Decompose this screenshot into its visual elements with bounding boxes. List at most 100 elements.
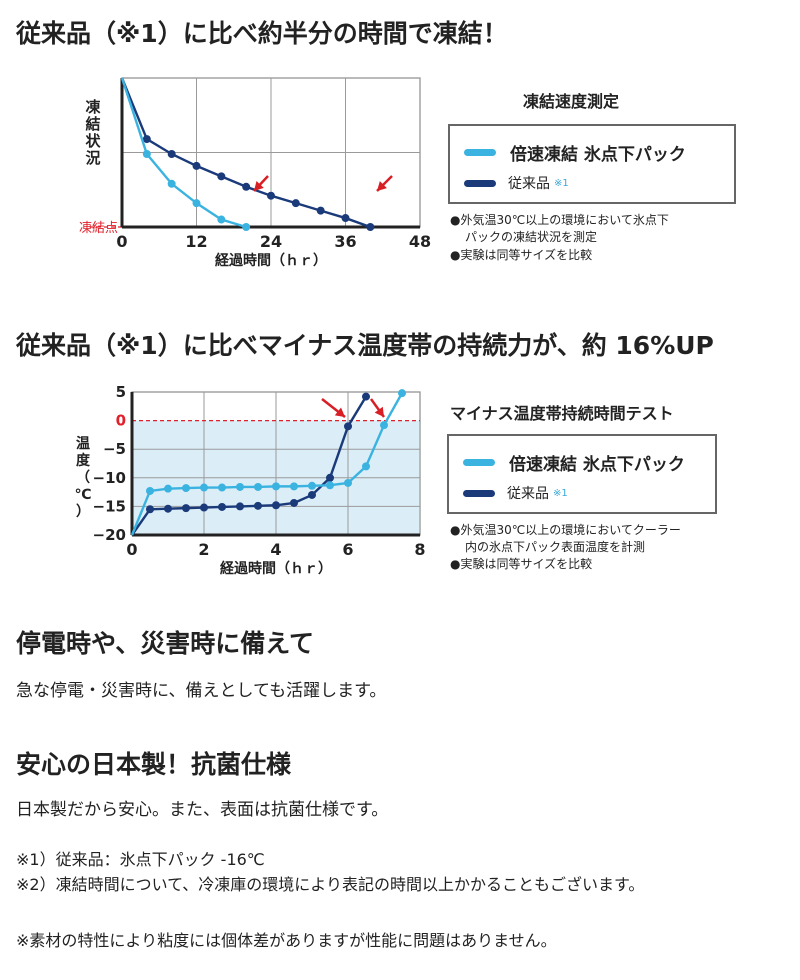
data-point-conventional: [142, 135, 151, 144]
legend2-swatch-fast: [463, 459, 495, 466]
x-tick-label: 12: [185, 232, 207, 251]
data-point-conventional: [200, 503, 208, 512]
y-axis-title-char: 温: [76, 436, 90, 452]
data-point-conventional: [316, 206, 325, 215]
legend2-label-fast: 倍速凍結 氷点下パック: [509, 455, 685, 475]
x-tick-label: 8: [414, 540, 425, 559]
heading-power-outage: 停電時や、災害時に備えて: [16, 629, 315, 658]
x-axis-title: 経過時間（ｈｒ）: [220, 560, 332, 577]
chart2-title: マイナス温度帯持続時間テスト: [450, 404, 674, 423]
series-line-fast: [130, 392, 404, 536]
data-point-conventional: [167, 149, 176, 158]
data-point-conventional: [267, 191, 275, 200]
data-point-fast: [290, 482, 298, 491]
data-point-fast: [142, 149, 151, 158]
chart1-bullet-3: ●実験は同等サイズを比較: [450, 248, 593, 262]
x-tick-label: 0: [126, 540, 137, 559]
footnote-3: ※素材の特性により粘度には個体差がありますが性能に問題はありません。: [16, 931, 557, 950]
data-point-conventional: [242, 182, 251, 191]
data-point-fast: [362, 462, 370, 471]
x-tick-label: 2: [198, 540, 209, 559]
x-tick-label: 24: [260, 232, 282, 251]
x-tick-label: 48: [409, 232, 431, 251]
x-axis-title: 経過時間（ｈｒ）: [215, 252, 327, 269]
data-point-fast: [380, 421, 388, 430]
data-point-fast: [242, 223, 251, 231]
series-line-fast: [120, 77, 247, 229]
heading-made-in-japan: 安心の日本製！抗菌仕様: [16, 750, 292, 779]
legend2-swatch-conventional: [463, 489, 495, 497]
legend2-note-conventional: ※1: [553, 487, 568, 499]
data-point-conventional: [272, 501, 280, 510]
data-point-conventional: [217, 172, 226, 181]
arrow-1-head: [377, 181, 387, 191]
data-point-conventional: [236, 502, 244, 511]
y-axis-title-char: 状: [85, 132, 101, 150]
data-point-fast: [182, 484, 190, 493]
data-point-conventional: [146, 505, 154, 514]
data-point-conventional: [291, 199, 300, 208]
data-point-fast: [344, 478, 352, 487]
data-point-fast: [200, 483, 208, 492]
legend-swatch-fast: [464, 149, 496, 156]
chart1-bullet-2: パックの凍結状況を測定: [465, 230, 598, 244]
y-tick-label: −10: [93, 469, 126, 487]
y-tick-label: 5: [116, 383, 126, 401]
chart2-bullet-2: 内の氷点下パック表面温度を計測: [465, 540, 646, 554]
data-point-conventional: [182, 504, 190, 513]
data-point-conventional: [326, 473, 334, 482]
legend-note-conventional: ※1: [554, 177, 569, 189]
data-point-fast: [167, 179, 176, 188]
y-axis-title-char: 況: [85, 149, 100, 167]
y-axis-title-char: ）: [76, 504, 90, 520]
y-tick-label: 0: [116, 412, 126, 430]
y-tick-label: −15: [93, 497, 126, 515]
arrow-1-head: [374, 406, 384, 417]
arrow-0-head: [254, 181, 264, 191]
chart1-legend: 倍速凍結 氷点下パック 従来品 ※1: [448, 124, 736, 204]
x-tick-label: 6: [342, 540, 353, 559]
y-axis-title-char: ℃: [75, 487, 92, 503]
data-point-conventional: [362, 392, 370, 401]
data-point-conventional: [164, 504, 172, 513]
data-point-conventional: [366, 223, 375, 231]
footnote-2: ※2）凍結時間について、冷凍庫の環境により表記の時間以上かかることもございます。: [16, 875, 645, 894]
y-axis-title-char: 度: [76, 452, 91, 469]
chart2-bullet-3: ●実験は同等サイズを比較: [450, 557, 593, 571]
data-point-fast: [217, 215, 226, 224]
x-tick-label: 4: [270, 540, 281, 559]
data-point-fast: [164, 484, 172, 493]
legend2-label-conventional: 従来品: [507, 486, 549, 502]
footnote-1: ※1）従来品：氷点下パック -16℃: [16, 850, 265, 869]
text-made-in-japan: 日本製だから安心。また、表面は抗菌仕様です。: [16, 800, 389, 820]
data-point-conventional: [254, 501, 262, 510]
data-point-fast: [218, 483, 226, 492]
y-axis-title-char: （: [76, 470, 90, 486]
data-point-fast: [146, 486, 154, 495]
arrow-0-head: [334, 407, 345, 417]
legend-label-fast: 倍速凍結 氷点下パック: [510, 145, 686, 165]
heading-freeze-speed: 従来品（※1）に比べ約半分の時間で凍結！: [16, 19, 508, 48]
data-point-fast: [398, 389, 406, 398]
y-tick-label: −20: [93, 526, 126, 544]
data-point-fast: [192, 199, 201, 208]
chart2-legend: 倍速凍結 氷点下パック 従来品 ※1: [447, 434, 717, 514]
data-point-conventional: [341, 214, 350, 223]
y-axis-title-char: 凍: [85, 98, 101, 116]
data-point-conventional: [344, 422, 352, 431]
chart2-bullet-1: ●外気温30℃以上の環境においてクーラー: [450, 523, 681, 537]
data-point-conventional: [192, 161, 201, 170]
data-point-conventional: [308, 490, 316, 499]
data-point-conventional: [290, 498, 298, 507]
chart1-bullet-1: ●外気温30℃以上の環境において氷点下: [450, 213, 669, 227]
y-axis-title-char: 結: [85, 115, 100, 133]
threshold-label: 凍結点: [79, 220, 118, 236]
legend-swatch-conventional: [464, 179, 496, 187]
x-tick-label: 36: [334, 232, 356, 251]
chart1-title: 凍結速度測定: [523, 92, 620, 111]
data-point-conventional: [218, 502, 226, 511]
text-power-outage: 急な停電・災害時に、備えとしても活躍します。: [16, 681, 387, 701]
data-point-fast: [272, 482, 280, 491]
